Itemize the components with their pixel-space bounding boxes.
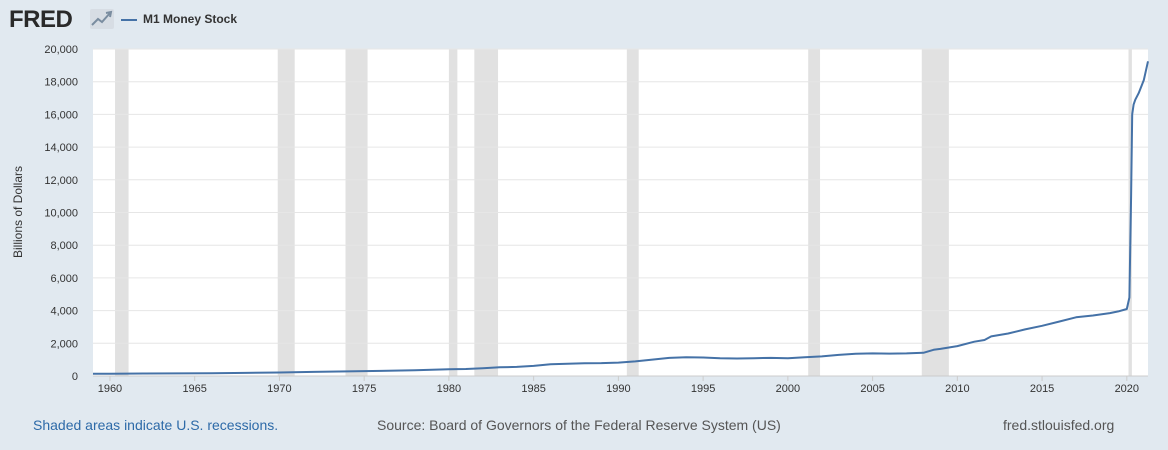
y-tick-label: 18,000	[44, 77, 78, 89]
y-tick-label: 20,000	[44, 44, 78, 56]
y-tick-label: 12,000	[44, 175, 78, 187]
legend-label[interactable]: M1 Money Stock	[143, 12, 238, 26]
y-tick-label: 6,000	[50, 273, 78, 285]
y-tick-label: 0	[72, 371, 78, 383]
x-tick-label: 1975	[352, 383, 376, 395]
line-chart: 0 2,000 4,000 6,000 8,000 10,000 12,000 14,000 1…	[11, 44, 1149, 395]
x-tick-label: 1965	[182, 383, 206, 395]
chart-logo-icon	[90, 9, 114, 29]
x-tick-label: 2015	[1030, 383, 1054, 395]
site-link[interactable]: fred.stlouisfed.org	[1003, 417, 1115, 433]
series-lines	[93, 61, 1149, 375]
x-tick-label: 1985	[521, 383, 545, 395]
y-tick-label: 8,000	[50, 240, 78, 252]
y-tick-label: 2,000	[50, 338, 78, 350]
y-tick-label: 14,000	[44, 142, 78, 154]
y-axis-label: Billions of Dollars	[11, 166, 25, 258]
legend-line-swatch	[121, 19, 137, 21]
y-tick-label: 10,000	[44, 208, 78, 220]
fred-logo[interactable]: FRED	[9, 6, 73, 33]
x-tick-label: 1990	[606, 383, 630, 395]
x-tick-label: 1970	[267, 383, 291, 395]
y-tick-label: 16,000	[44, 109, 78, 121]
series-line-m1-money-stock	[93, 61, 1149, 375]
gridlines	[93, 48, 1148, 381]
x-tick-label: 2020	[1115, 383, 1139, 395]
x-tick-label: 2000	[776, 383, 800, 395]
x-tick-label: 1995	[691, 383, 715, 395]
y-tick-label: 4,000	[50, 306, 78, 318]
recession-note: Shaded areas indicate U.S. recessions.	[33, 417, 279, 433]
y-tick-labels: 0 2,000 4,000 6,000 8,000 10,000 12,000 14,000 1…	[44, 44, 78, 383]
source-note: Source: Board of Governors of the Federa…	[377, 417, 781, 433]
x-tick-label: 1960	[98, 383, 122, 395]
x-tick-label: 1980	[437, 383, 461, 395]
x-tick-label: 2010	[945, 383, 969, 395]
x-tick-labels: 1960 1965 1970 1975 1980 1985 1990 1995 2000 2005…	[98, 383, 1139, 395]
x-tick-label: 2005	[860, 383, 884, 395]
